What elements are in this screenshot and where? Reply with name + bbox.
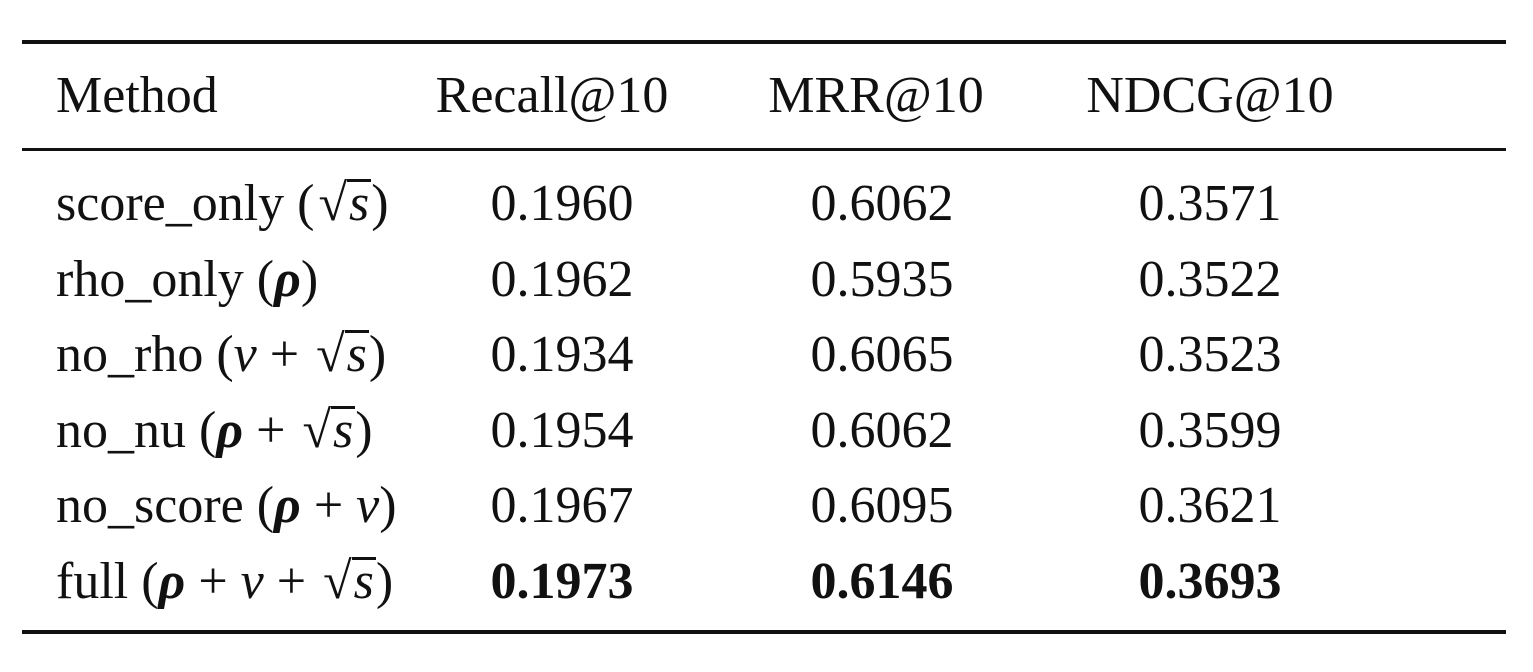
sqrt-expression: √s (319, 544, 376, 620)
method-formula: (√s) (297, 175, 388, 232)
sqrt-symbol: √ (302, 401, 331, 459)
sqrt-radicand: s (331, 401, 356, 459)
bottom-rule (22, 630, 1506, 634)
method-cell: no_nu (ρ + √s) (56, 393, 373, 469)
header-recall: Recall@10 (435, 67, 669, 124)
method-formula: (ρ + ν) (257, 477, 397, 534)
mrr-value: 0.6062 (810, 401, 954, 459)
sqrt-radicand: s (344, 326, 369, 383)
header-row: Method Recall@10 MRR@10 NDCG@10 (22, 58, 1506, 134)
sqrt-radicand: s (347, 175, 372, 232)
paren: ) (300, 250, 319, 308)
sqrt-symbol: √ (316, 326, 345, 383)
method-cell: rho_only (ρ) (56, 242, 318, 318)
table-row: no_rho (ν + √s) 0.1934 0.6065 0.3523 (22, 317, 1506, 393)
paren: ) (355, 401, 373, 459)
sqrt-symbol: √ (323, 552, 352, 610)
table-row: score_only (√s) 0.1960 0.6062 0.3571 (22, 166, 1506, 242)
top-rule (22, 40, 1506, 44)
sqrt-symbol: √ (318, 175, 348, 232)
ndcg-value: 0.3693 (1138, 552, 1282, 610)
method-cell: full (ρ + ν + √s) (56, 544, 393, 620)
method-name: full (56, 552, 129, 610)
table-row: no_nu (ρ + √s) 0.1954 0.6062 0.3599 (22, 393, 1506, 469)
method-formula: (ρ) (257, 251, 318, 308)
ndcg-value: 0.3523 (1138, 326, 1282, 383)
ndcg-value: 0.3621 (1138, 477, 1282, 534)
plus-symbol: + (300, 477, 357, 534)
table-row: full (ρ + ν + √s) 0.1973 0.6146 0.3693 (22, 544, 1506, 620)
paren: ( (216, 326, 234, 383)
header-rule (22, 148, 1506, 151)
method-name: no_rho (56, 326, 204, 383)
rho-symbol: ρ (216, 401, 244, 459)
mrr-value: 0.6146 (810, 552, 954, 610)
paren: ) (371, 175, 389, 232)
nu-symbol: ν (240, 552, 264, 610)
nu-symbol: ν (233, 326, 257, 383)
plus-symbol: + (256, 326, 313, 383)
paren: ) (368, 326, 387, 383)
paren: ( (297, 175, 315, 232)
paren: ) (379, 477, 397, 534)
paren: ) (375, 552, 394, 610)
paren: ( (199, 401, 217, 459)
recall-value: 0.1954 (490, 401, 634, 459)
paren: ( (141, 552, 159, 610)
ndcg-value: 0.3599 (1138, 401, 1282, 459)
recall-value: 0.1962 (490, 250, 634, 308)
sqrt-expression: √s (312, 317, 369, 393)
method-cell: no_rho (ν + √s) (56, 317, 386, 393)
plus-symbol: + (243, 401, 299, 459)
mrr-value: 0.6095 (810, 477, 954, 534)
method-name: no_score (56, 477, 244, 534)
recall-value: 0.1934 (490, 326, 634, 383)
header-method: Method (56, 67, 218, 124)
paren: ( (256, 477, 275, 534)
rho-symbol: ρ (158, 552, 186, 610)
method-name: rho_only (56, 250, 244, 308)
method-formula: (ν + √s) (216, 326, 386, 383)
rho-symbol: ρ (274, 250, 301, 308)
rho-symbol: ρ (274, 477, 301, 534)
table-row: rho_only (ρ) 0.1962 0.5935 0.3522 (22, 242, 1506, 318)
paren: ( (256, 250, 275, 308)
recall-value: 0.1960 (490, 175, 634, 232)
mrr-value: 0.6062 (810, 175, 954, 232)
recall-value: 0.1973 (490, 552, 634, 610)
recall-value: 0.1967 (490, 477, 634, 534)
ndcg-value: 0.3522 (1138, 250, 1282, 308)
plus-symbol: + (185, 552, 241, 610)
nu-symbol: ν (356, 477, 380, 534)
ndcg-value: 0.3571 (1138, 175, 1282, 232)
sqrt-radicand: s (351, 552, 376, 610)
method-name: score_only (56, 175, 285, 232)
method-cell: no_score (ρ + ν) (56, 468, 397, 544)
mrr-value: 0.6065 (810, 326, 954, 383)
method-name: no_nu (56, 401, 186, 459)
header-ndcg: NDCG@10 (1086, 67, 1334, 124)
method-cell: score_only (√s) (56, 166, 389, 242)
sqrt-expression: √s (298, 393, 356, 469)
plus-symbol: + (263, 552, 320, 610)
table-row: no_score (ρ + ν) 0.1967 0.6095 0.3621 (22, 468, 1506, 544)
mrr-value: 0.5935 (810, 250, 954, 308)
method-formula: (ρ + √s) (199, 402, 373, 459)
sqrt-expression: √s (315, 166, 372, 242)
header-mrr: MRR@10 (768, 67, 984, 124)
method-formula: (ρ + ν + √s) (141, 553, 393, 610)
